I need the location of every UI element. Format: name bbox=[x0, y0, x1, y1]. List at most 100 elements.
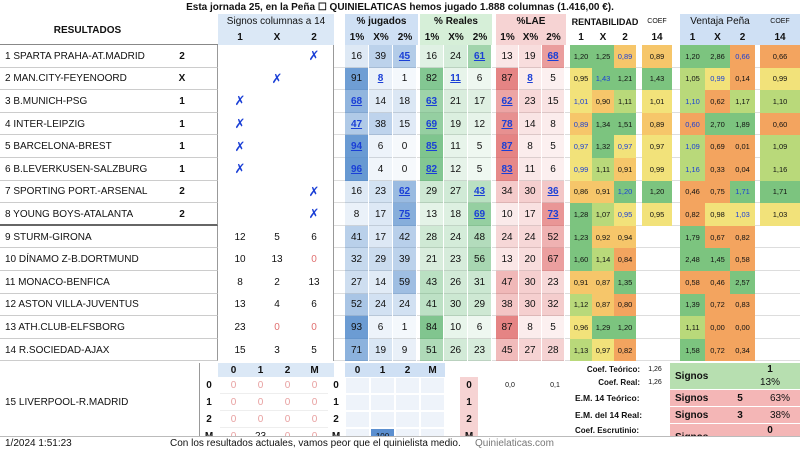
subheader: 14 bbox=[774, 31, 786, 43]
name-cell bbox=[0, 180, 218, 204]
signos-bg bbox=[218, 90, 334, 113]
coef: 0,89 bbox=[642, 45, 672, 68]
pleno-lae: 0,1 bbox=[550, 382, 560, 390]
reales-cell: 18 bbox=[444, 203, 468, 226]
jugados-cell: 38 bbox=[369, 112, 393, 136]
signos-bg bbox=[218, 203, 334, 226]
ventaja-cell: 1,16 bbox=[680, 158, 705, 181]
jugados-cell: 18 bbox=[393, 90, 417, 113]
header-bg bbox=[420, 14, 492, 45]
coef: 1,09 bbox=[760, 135, 800, 158]
jugados-cell: 0 bbox=[393, 158, 417, 181]
rent-cell: 1,43 bbox=[592, 67, 614, 91]
ventaja-cell: 0,99 bbox=[705, 67, 730, 91]
header-bg bbox=[345, 14, 418, 45]
pleno-col: 1 bbox=[257, 364, 264, 376]
lae-cell: 8 bbox=[519, 67, 542, 91]
match-name: 11 MONACO-BENFICA bbox=[5, 276, 110, 288]
subheader: X bbox=[599, 31, 607, 43]
reales-cell: 19 bbox=[444, 112, 468, 136]
pleno-col: 0 bbox=[354, 364, 361, 376]
jugados-cell: 16 bbox=[345, 180, 369, 204]
pleno-row: 2 bbox=[206, 414, 212, 426]
match-name: 1 SPARTA PRAHA-AT.MADRID bbox=[5, 50, 145, 62]
ventaja-cell: 1,20 bbox=[680, 45, 705, 68]
ventaja-cell: 1,17 bbox=[730, 90, 755, 113]
pick: 15 bbox=[234, 344, 246, 356]
rent-cell: 1,20 bbox=[570, 45, 592, 68]
reales-cell: 63 bbox=[420, 90, 444, 113]
ventaja-cell: 0,82 bbox=[680, 203, 705, 226]
pleno-col: M bbox=[310, 364, 319, 376]
rent-cell: 0,82 bbox=[614, 338, 636, 362]
pleno-row: 0 bbox=[206, 380, 212, 392]
signos-bg bbox=[218, 135, 334, 158]
reales-cell: 17 bbox=[468, 90, 492, 113]
lae-cell: 73 bbox=[542, 203, 565, 226]
ventaja-cell: 0,83 bbox=[730, 293, 755, 317]
match-name: 10 DÍNAMO Z-B.DORTMUND bbox=[5, 254, 139, 266]
pleno-jugado bbox=[420, 394, 445, 412]
reales-cell: 11 bbox=[444, 135, 468, 158]
reales-cell: 6 bbox=[468, 316, 492, 339]
ventaja-cell: 0,66 bbox=[730, 45, 755, 68]
coef: 0,60 bbox=[760, 112, 800, 136]
lae-cell: 8 bbox=[519, 316, 542, 339]
signos-bg bbox=[670, 363, 800, 390]
rent-cell: 1,23 bbox=[570, 225, 592, 249]
jugados-cell: 8 bbox=[369, 67, 393, 91]
pleno-jugado bbox=[345, 377, 370, 395]
reales-cell: 41 bbox=[420, 293, 444, 317]
jugados-cell: 71 bbox=[345, 338, 369, 362]
lae-cell: 45 bbox=[496, 338, 519, 362]
pleno-col: 1 bbox=[379, 364, 386, 376]
rent-cell: 1,29 bbox=[592, 316, 614, 339]
match-name: 13 ATH.CLUB-ELFSBORG bbox=[5, 321, 125, 333]
rent-cell: 0,96 bbox=[570, 316, 592, 339]
value: 13% bbox=[759, 377, 780, 389]
header: %LAE bbox=[516, 16, 546, 27]
pleno-jugado bbox=[370, 377, 395, 395]
lae-cell: 20 bbox=[519, 248, 542, 271]
pleno-head bbox=[218, 363, 334, 378]
match-name: 7 SPORTING PORT.-ARSENAL bbox=[5, 186, 148, 198]
lae-cell: 47 bbox=[496, 271, 519, 294]
lae-cell: 36 bbox=[542, 180, 565, 204]
jugados-cell: 91 bbox=[345, 67, 369, 91]
rent-cell: 1,32 bbox=[592, 135, 614, 158]
subheader: X bbox=[273, 31, 281, 43]
subheader: X% bbox=[522, 31, 539, 43]
reales-cell: 43 bbox=[468, 180, 492, 204]
match-name: 2 MAN.CITY-FEYENOORD bbox=[5, 73, 127, 85]
jugados-cell: 41 bbox=[345, 225, 369, 249]
row-line bbox=[0, 45, 800, 68]
pleno-pick: 0 bbox=[220, 377, 247, 395]
result: 1 bbox=[179, 163, 185, 175]
row-line bbox=[0, 316, 800, 339]
reales-cell: 12 bbox=[444, 158, 468, 181]
rent-cell: 0,89 bbox=[570, 112, 592, 136]
title: Esta jornada 25, en la Peña ☐ QUINIELATI… bbox=[186, 1, 614, 13]
subheader: 1 bbox=[689, 31, 696, 43]
pleno-jugado bbox=[345, 394, 370, 412]
subheader: X bbox=[714, 31, 721, 43]
rent-cell: 1,01 bbox=[570, 90, 592, 113]
label: E.M. del 14 Real: bbox=[575, 410, 643, 421]
pleno-head bbox=[345, 363, 445, 378]
result: 1 bbox=[179, 95, 185, 107]
pleno-row: 0 bbox=[333, 380, 339, 392]
pleno-pick: 0 bbox=[220, 411, 247, 429]
ventaja-cell: 0,00 bbox=[705, 316, 730, 339]
rent-cell: 1,60 bbox=[570, 248, 592, 271]
reales-cell: 84 bbox=[420, 316, 444, 339]
ventaja-cell: 1,45 bbox=[705, 248, 730, 271]
pleno-lae: 0,0 bbox=[505, 382, 515, 390]
rent-cell: 0,94 bbox=[614, 225, 636, 249]
rent-cell: 0,86 bbox=[570, 180, 592, 204]
lae-cell: 19 bbox=[519, 45, 542, 68]
reales-cell: 43 bbox=[420, 271, 444, 294]
coef: 0,99 bbox=[760, 67, 800, 91]
value: 1 bbox=[767, 364, 773, 376]
match-name: 6 B.LEVERKUSEN-SALZBURG bbox=[5, 163, 148, 175]
pick: ✗ bbox=[308, 206, 320, 222]
